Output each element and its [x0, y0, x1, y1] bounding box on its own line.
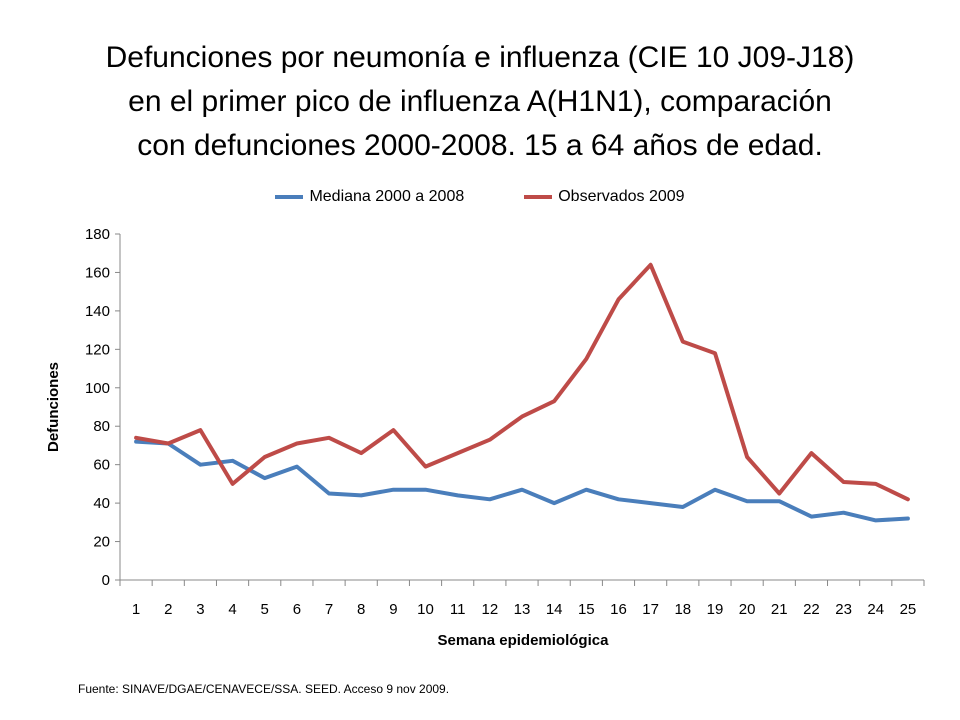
series-line-mediana — [134, 439, 910, 523]
x-tick-label: 1 — [132, 601, 140, 618]
x-tick-label: 7 — [325, 601, 333, 618]
y-tick-label: 0 — [102, 572, 110, 589]
x-tick-label: 15 — [578, 601, 595, 618]
x-tick-label: 18 — [674, 601, 691, 618]
x-tick-label: 6 — [293, 601, 301, 618]
x-tick-label: 13 — [514, 601, 531, 618]
x-tick-label: 8 — [357, 601, 365, 618]
legend-swatch-observados — [524, 195, 553, 199]
legend-label-observados: Observados 2009 — [558, 188, 685, 205]
x-tick-label: 20 — [739, 601, 756, 618]
x-tick-label: 21 — [771, 601, 788, 618]
legend-label-mediana: Mediana 2000 a 2008 — [309, 188, 465, 205]
x-tick-label: 22 — [803, 601, 820, 618]
x-tick-label: 4 — [228, 601, 236, 618]
x-tick-label: 24 — [867, 601, 884, 618]
y-axis: 0 20 40 60 80 100 120 140 160 180 — [85, 226, 121, 589]
x-tick-label: 16 — [610, 601, 627, 618]
x-axis: 1 2 3 4 5 6 7 8 9 10 11 12 13 14 15 16 17 18 19 20 21 22 23 24 2… — [119, 579, 925, 618]
y-tick-label: 120 — [85, 341, 110, 358]
x-tick-label: 9 — [389, 601, 397, 618]
x-axis-label: Semana epidemiológica — [438, 632, 610, 649]
source-note: Fuente: SINAVE/DGAE/CENAVECE/SSA. SEED. … — [78, 682, 450, 696]
x-tick-label: 3 — [196, 601, 204, 618]
series-line-observados — [134, 262, 910, 502]
x-tick-label: 17 — [642, 601, 659, 618]
x-tick-label: 25 — [900, 601, 917, 618]
x-tick-label: 12 — [481, 601, 498, 618]
x-tick-label: 23 — [835, 601, 852, 618]
y-tick-label: 20 — [93, 534, 110, 551]
y-tick-label: 100 — [85, 380, 110, 397]
x-tick-label: 5 — [261, 601, 269, 618]
y-tick-label: 140 — [85, 303, 110, 320]
legend-item-observados: Observados 2009 — [524, 188, 685, 206]
y-tick-label: 160 — [85, 264, 110, 281]
legend-swatch-mediana — [275, 195, 304, 199]
y-tick-label: 40 — [93, 495, 110, 512]
series-lines — [134, 262, 910, 523]
x-tick-label: 14 — [546, 601, 563, 618]
y-tick-label: 180 — [85, 226, 110, 243]
chart-title: Defunciones por neumonía e influenza (CI… — [105, 41, 855, 162]
chart-legend: Mediana 2000 a 2008 Observados 2009 — [0, 188, 960, 206]
x-tick-label: 19 — [707, 601, 724, 618]
y-tick-label: 60 — [93, 457, 110, 474]
x-tick-label: 11 — [450, 601, 466, 618]
y-tick-label: 80 — [93, 418, 110, 435]
y-axis-label: Defunciones — [45, 362, 62, 452]
legend-item-mediana: Mediana 2000 a 2008 — [275, 188, 464, 206]
x-tick-label: 10 — [417, 601, 434, 618]
x-tick-label: 2 — [164, 601, 172, 618]
